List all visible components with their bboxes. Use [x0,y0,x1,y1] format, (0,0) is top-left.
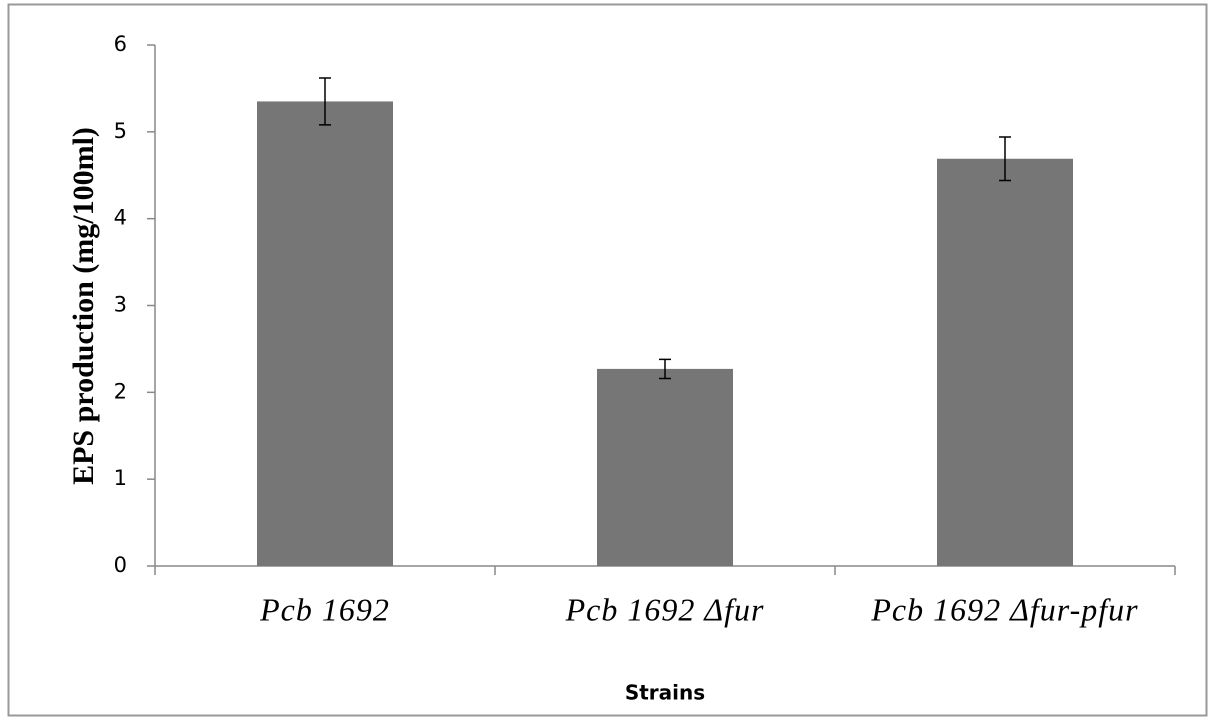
x-axis-label: Strains [625,681,705,705]
error-bar [319,77,331,126]
y-tick-label: 1 [114,466,127,490]
y-tick-label: 6 [114,32,127,56]
error-bar [659,358,671,380]
bar [257,101,393,567]
bar [597,368,733,566]
y-axis-label: EPS production (mg/100ml) [67,127,100,485]
bar [937,158,1073,567]
x-tick-label: Pcb 1692 Δfur-pfur [870,591,1138,627]
x-tick-label: Pcb 1692 Δfur [565,591,765,627]
y-tick-label: 2 [114,379,127,403]
y-tick-label: 5 [114,119,127,143]
x-tick-label: Pcb 1692 [259,591,390,627]
y-tick-label: 0 [114,553,127,577]
y-tick-label: 3 [114,293,127,317]
error-bar [999,136,1011,182]
y-tick-label: 4 [114,206,127,230]
